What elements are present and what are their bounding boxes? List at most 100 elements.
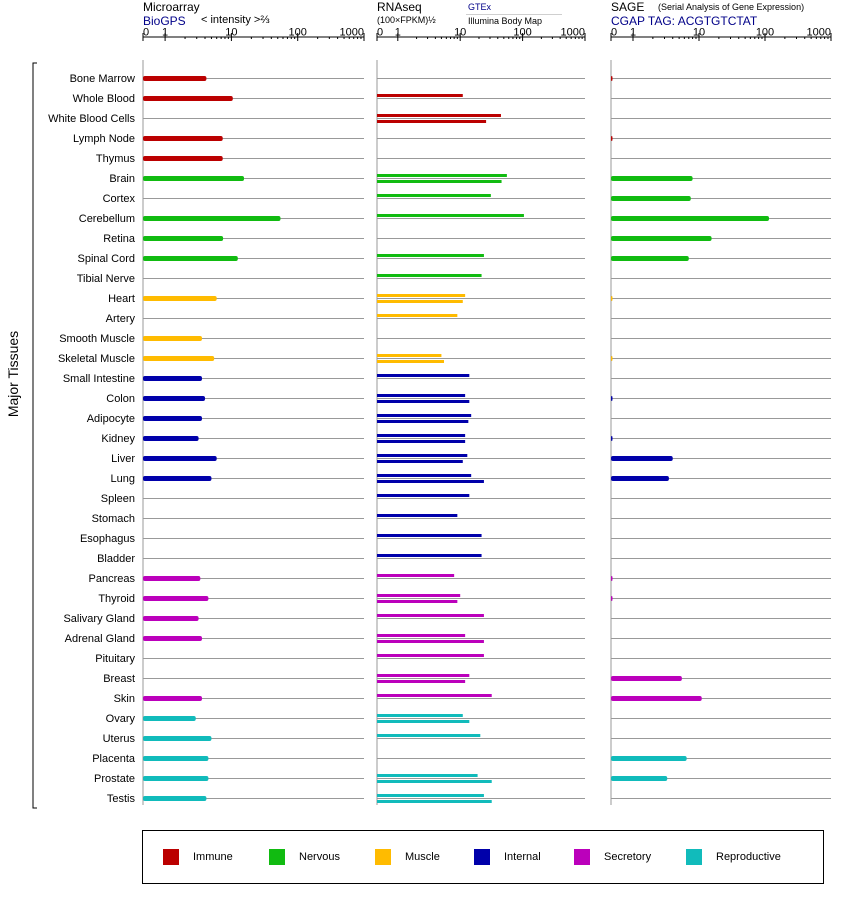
tissue-label: Bone Marrow	[70, 73, 135, 85]
microarray-bar	[143, 136, 223, 141]
rnaseq-bar	[377, 554, 482, 557]
legend-swatch-nervous	[269, 849, 285, 865]
microarray-bar	[143, 176, 245, 181]
rnaseq-bar	[377, 374, 470, 377]
rnaseq-bar	[377, 640, 484, 643]
rnaseq-bar	[377, 434, 466, 437]
rnaseq-bar	[377, 774, 478, 777]
rnaseq-bar	[377, 694, 492, 697]
sage-bar	[611, 576, 613, 581]
tissue-label: Spinal Cord	[78, 253, 135, 265]
tissue-label: Skeletal Muscle	[58, 353, 135, 365]
rnaseq-bar	[377, 174, 507, 177]
tissue-label: White Blood Cells	[48, 113, 135, 125]
rnaseq-bar	[377, 454, 468, 457]
tissue-label: Liver	[111, 453, 135, 465]
rnaseq-bar	[377, 474, 472, 477]
legend: Immune Nervous Muscle Internal Secretory…	[142, 830, 824, 884]
rnaseq-title: RNAseq	[377, 0, 422, 14]
sage-bar	[611, 256, 689, 261]
microarray-bar	[143, 696, 202, 701]
tissue-label: Thymus	[96, 153, 136, 165]
sage-tick-label: 0	[611, 27, 617, 39]
rnaseq-tick-label: 1	[395, 27, 401, 39]
microarray-bar	[143, 236, 224, 241]
tissue-label: Heart	[108, 293, 135, 305]
tissue-label: Lymph Node	[73, 133, 135, 145]
microarray-bar	[143, 456, 217, 461]
rnaseq-bar	[377, 120, 487, 123]
tissue-label: Ovary	[106, 713, 136, 725]
sage-tag[interactable]: CGAP TAG: ACGTGTCTAT	[611, 14, 758, 28]
legend-label-muscle: Muscle	[405, 851, 440, 863]
microarray-bar	[143, 596, 209, 601]
rnaseq-bar	[377, 680, 466, 683]
microarray-bar	[143, 256, 238, 261]
rnaseq-bar	[377, 94, 463, 97]
tissue-label: Testis	[107, 793, 136, 805]
tissue-label: Adrenal Gland	[65, 633, 135, 645]
microarray-bar	[143, 336, 202, 341]
legend-swatch-immune	[163, 849, 179, 865]
tissue-label: Thyroid	[98, 593, 135, 605]
tissue-label: Smooth Muscle	[59, 333, 135, 345]
microarray-bar	[143, 796, 207, 801]
sage-bar	[611, 76, 613, 81]
rnaseq-tick-label: 100	[513, 27, 531, 39]
tissue-label: Cortex	[103, 193, 136, 205]
legend-label-nervous: Nervous	[299, 851, 340, 863]
rnaseq-units: (100×FPKM)½	[377, 15, 436, 25]
microarray-bar	[143, 296, 217, 301]
sage-bar	[611, 596, 613, 601]
microarray-bar	[143, 776, 209, 781]
legend-swatch-secretory	[574, 849, 590, 865]
rnaseq-source-ibm[interactable]: Illumina Body Map	[468, 16, 543, 26]
sage-bar	[611, 296, 613, 301]
rnaseq-bar	[377, 674, 470, 677]
microarray-bar	[143, 376, 202, 381]
tissue-label: Prostate	[94, 773, 135, 785]
microarray-bar	[143, 616, 199, 621]
microarray-bar	[143, 216, 281, 221]
microarray-bar	[143, 356, 215, 361]
rnaseq-bar	[377, 614, 484, 617]
sage-bar	[611, 696, 702, 701]
tissue-label: Artery	[106, 313, 136, 325]
rnaseq-bar	[377, 800, 492, 803]
tissue-label: Tibial Nerve	[77, 273, 135, 285]
rnaseq-bar	[377, 194, 491, 197]
microarray-source[interactable]: BioGPS	[143, 14, 186, 28]
legend-label-reproductive: Reproductive	[716, 851, 781, 863]
sage-bar	[611, 356, 613, 361]
tissue-label: Brain	[109, 173, 135, 185]
sage-bar	[611, 476, 669, 481]
tissue-label: Uterus	[103, 733, 136, 745]
rnaseq-tick-label: 0	[377, 27, 383, 39]
sage-tick-label: 1000	[807, 27, 831, 39]
rnaseq-bar	[377, 534, 482, 537]
rnaseq-bar	[377, 114, 501, 117]
sage-bar	[611, 216, 770, 221]
sage-bar	[611, 196, 691, 201]
rnaseq-source-gtex[interactable]: GTEx	[468, 2, 492, 12]
legend-label-secretory: Secretory	[604, 851, 652, 863]
rnaseq-bar	[377, 460, 463, 463]
tissue-label: Whole Blood	[73, 93, 135, 105]
rnaseq-bar	[377, 400, 470, 403]
legend-swatch-internal	[474, 849, 490, 865]
legend-swatch-muscle	[375, 849, 391, 865]
rnaseq-bar	[377, 600, 458, 603]
tissue-label: Spleen	[101, 493, 135, 505]
legend-swatch-reproductive	[686, 849, 702, 865]
microarray-title: Microarray	[143, 0, 200, 14]
microarray-tick-label: 0	[143, 27, 149, 39]
microarray-bar	[143, 396, 206, 401]
microarray-bar	[143, 736, 212, 741]
rnaseq-bar	[377, 420, 469, 423]
rnaseq-tick-label: 10	[454, 27, 466, 39]
legend-label-internal: Internal	[504, 851, 541, 863]
tissue-label: Esophagus	[80, 533, 136, 545]
rnaseq-bar	[377, 494, 470, 497]
tissue-label: Pituitary	[95, 653, 135, 665]
